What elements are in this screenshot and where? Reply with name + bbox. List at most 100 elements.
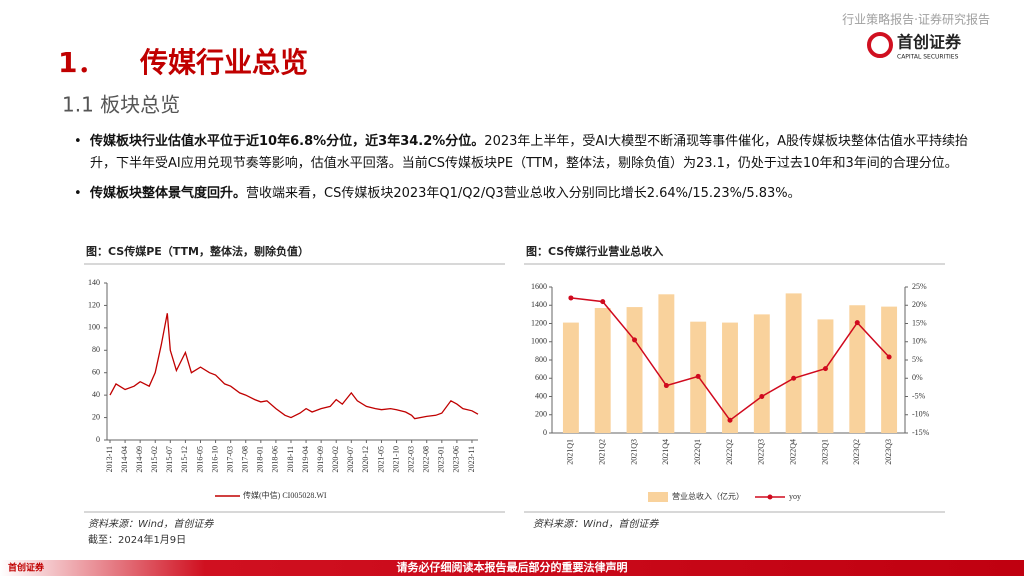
- x-tick-label: 2017-08: [241, 446, 250, 473]
- x-tick-label: 2014-09: [135, 446, 144, 473]
- y-tick-label: 200: [535, 410, 547, 419]
- line: [109, 313, 479, 420]
- x-tick-label: 2023Q2: [852, 439, 861, 465]
- x-tick-label: 2018-06: [271, 446, 280, 473]
- x-tick-label: 2019-04: [301, 446, 310, 473]
- y-tick-label: -15%: [912, 428, 930, 437]
- legend-label: yoy: [789, 492, 801, 501]
- bullet: 传媒板块行业估值水平位于近10年6.8%分位，近3年34.2%分位。2023年上…: [72, 131, 982, 175]
- x-tick-label: 2022-08: [422, 446, 431, 473]
- y-tick-label: 120: [88, 300, 100, 309]
- y-tick-label: 100: [88, 323, 100, 332]
- x-tick-label: 2021-05: [376, 446, 385, 473]
- legend-dot: [767, 494, 773, 500]
- y-tick-label: 10%: [912, 337, 927, 346]
- y-tick-label: 1400: [531, 300, 547, 309]
- x-tick-label: 2013-11: [105, 446, 114, 472]
- x-tick-label: 2023-06: [452, 446, 461, 473]
- y-tick-label: 140: [88, 278, 100, 287]
- y-tick-label: 5%: [912, 355, 923, 364]
- bullet-lead: 传媒板块行业估值水平位于近10年6.8%分位，近3年34.2%分位。: [90, 134, 485, 149]
- x-tick-label: 2014-04: [120, 446, 129, 473]
- y-tick-label: 600: [535, 373, 547, 382]
- footer-band: [0, 560, 1024, 576]
- legend-swatch: [648, 492, 668, 502]
- x-tick-label: 2023Q3: [884, 439, 893, 465]
- y-tick-label: 1200: [531, 318, 547, 327]
- x-tick-label: 2015-07: [165, 446, 174, 473]
- y-tick-label: 800: [535, 355, 547, 364]
- legend-label: 营业总收入（亿元）: [672, 491, 744, 501]
- report-type: 行业策略报告·证券研究报告: [842, 12, 990, 27]
- x-tick-label: 2021Q3: [629, 439, 638, 465]
- bullet-list: 传媒板块行业估值水平位于近10年6.8%分位，近3年34.2%分位。2023年上…: [72, 131, 982, 213]
- y-tick-label: 20: [92, 412, 100, 421]
- bar: [562, 322, 579, 433]
- y-tick-label: 40: [92, 390, 100, 399]
- x-tick-label: 2020-07: [346, 446, 355, 473]
- x-tick-label: 2018-11: [286, 446, 295, 472]
- logo-cn: 首创证券: [897, 33, 962, 52]
- point: [727, 417, 733, 423]
- subtitle: 1.1 板块总览: [62, 93, 180, 117]
- x-tick-label: 2022Q2: [725, 439, 734, 465]
- x-tick-label: 2022Q3: [757, 439, 766, 465]
- logo-en: CAPITAL SECURITIES: [897, 54, 959, 61]
- y-tick-label: 60: [92, 368, 100, 377]
- y-tick-label: 0%: [912, 373, 923, 382]
- x-tick-label: 2021-10: [391, 446, 400, 473]
- x-tick-label: 2023Q1: [820, 439, 829, 465]
- point: [759, 394, 765, 399]
- x-tick-label: 2023-11: [467, 446, 476, 472]
- x-tick-label: 2022-03: [406, 446, 415, 473]
- x-tick-label: 2016-05: [195, 446, 204, 473]
- section-number: 1．: [58, 46, 105, 79]
- logo-icon: [867, 32, 893, 58]
- x-tick-label: 2020-02: [331, 446, 340, 473]
- bar: [881, 306, 898, 433]
- footer-logo: 首创证券: [8, 562, 45, 574]
- section-title: 传媒行业总览: [139, 46, 308, 79]
- y-tick-label: 0: [96, 435, 100, 444]
- bullet-lead: 传媒板块整体景气度回升。: [90, 186, 247, 201]
- bar: [626, 307, 643, 433]
- point: [886, 354, 892, 360]
- y-tick-label: -10%: [912, 410, 930, 419]
- x-tick-label: 2016-10: [210, 446, 219, 473]
- y-tick-label: 15%: [912, 318, 927, 327]
- bar: [722, 322, 738, 433]
- point: [600, 299, 606, 305]
- point: [695, 373, 701, 379]
- bullet: 传媒板块整体景气度回升。营收端来看，CS传媒板块2023年Q1/Q2/Q3营业总…: [72, 183, 982, 205]
- y-tick-label: 0: [543, 428, 547, 437]
- x-tick-label: 2015-02: [150, 446, 159, 473]
- point: [568, 295, 574, 301]
- x-tick-label: 2021Q2: [598, 439, 607, 465]
- x-tick-label: 2018-01: [256, 446, 265, 473]
- bar: [785, 293, 802, 433]
- y-tick-label: 80: [92, 345, 100, 354]
- chart-title: 图：CS传媒行业营业总收入: [526, 244, 663, 258]
- bullet-text: 2023年上半年，受AI大模型不断涌现等事件催化，A股传媒板块整体估值水平持续抬…: [90, 134, 969, 171]
- x-tick-label: 2023-01: [437, 446, 446, 473]
- source: 资料来源：Wind，首创证券: [88, 518, 214, 530]
- note: 截至：2024年1月9日: [88, 533, 186, 546]
- bar: [817, 319, 834, 433]
- disclaimer: 请务必仔细阅读本报告最后部分的重要法律声明: [397, 560, 628, 574]
- y-tick-label: 1000: [531, 337, 547, 346]
- x-tick-label: 2017-03: [225, 446, 234, 473]
- x-tick-label: 2021Q1: [566, 439, 575, 465]
- bar: [594, 307, 611, 433]
- y-tick-label: 1600: [531, 282, 547, 291]
- bar: [753, 314, 770, 433]
- bullet-text: 营收端来看，CS传媒板块2023年Q1/Q2/Q3营业总收入分别同比增长2.64…: [246, 186, 801, 201]
- y-tick-label: 25%: [912, 282, 927, 291]
- source: 资料来源：Wind，首创证券: [533, 518, 659, 530]
- y-tick-label: 20%: [912, 300, 927, 309]
- x-tick-label: 2020-12: [361, 446, 370, 473]
- x-tick-label: 2019-09: [316, 446, 325, 473]
- y-tick-label: -5%: [912, 391, 926, 400]
- bar: [658, 294, 675, 433]
